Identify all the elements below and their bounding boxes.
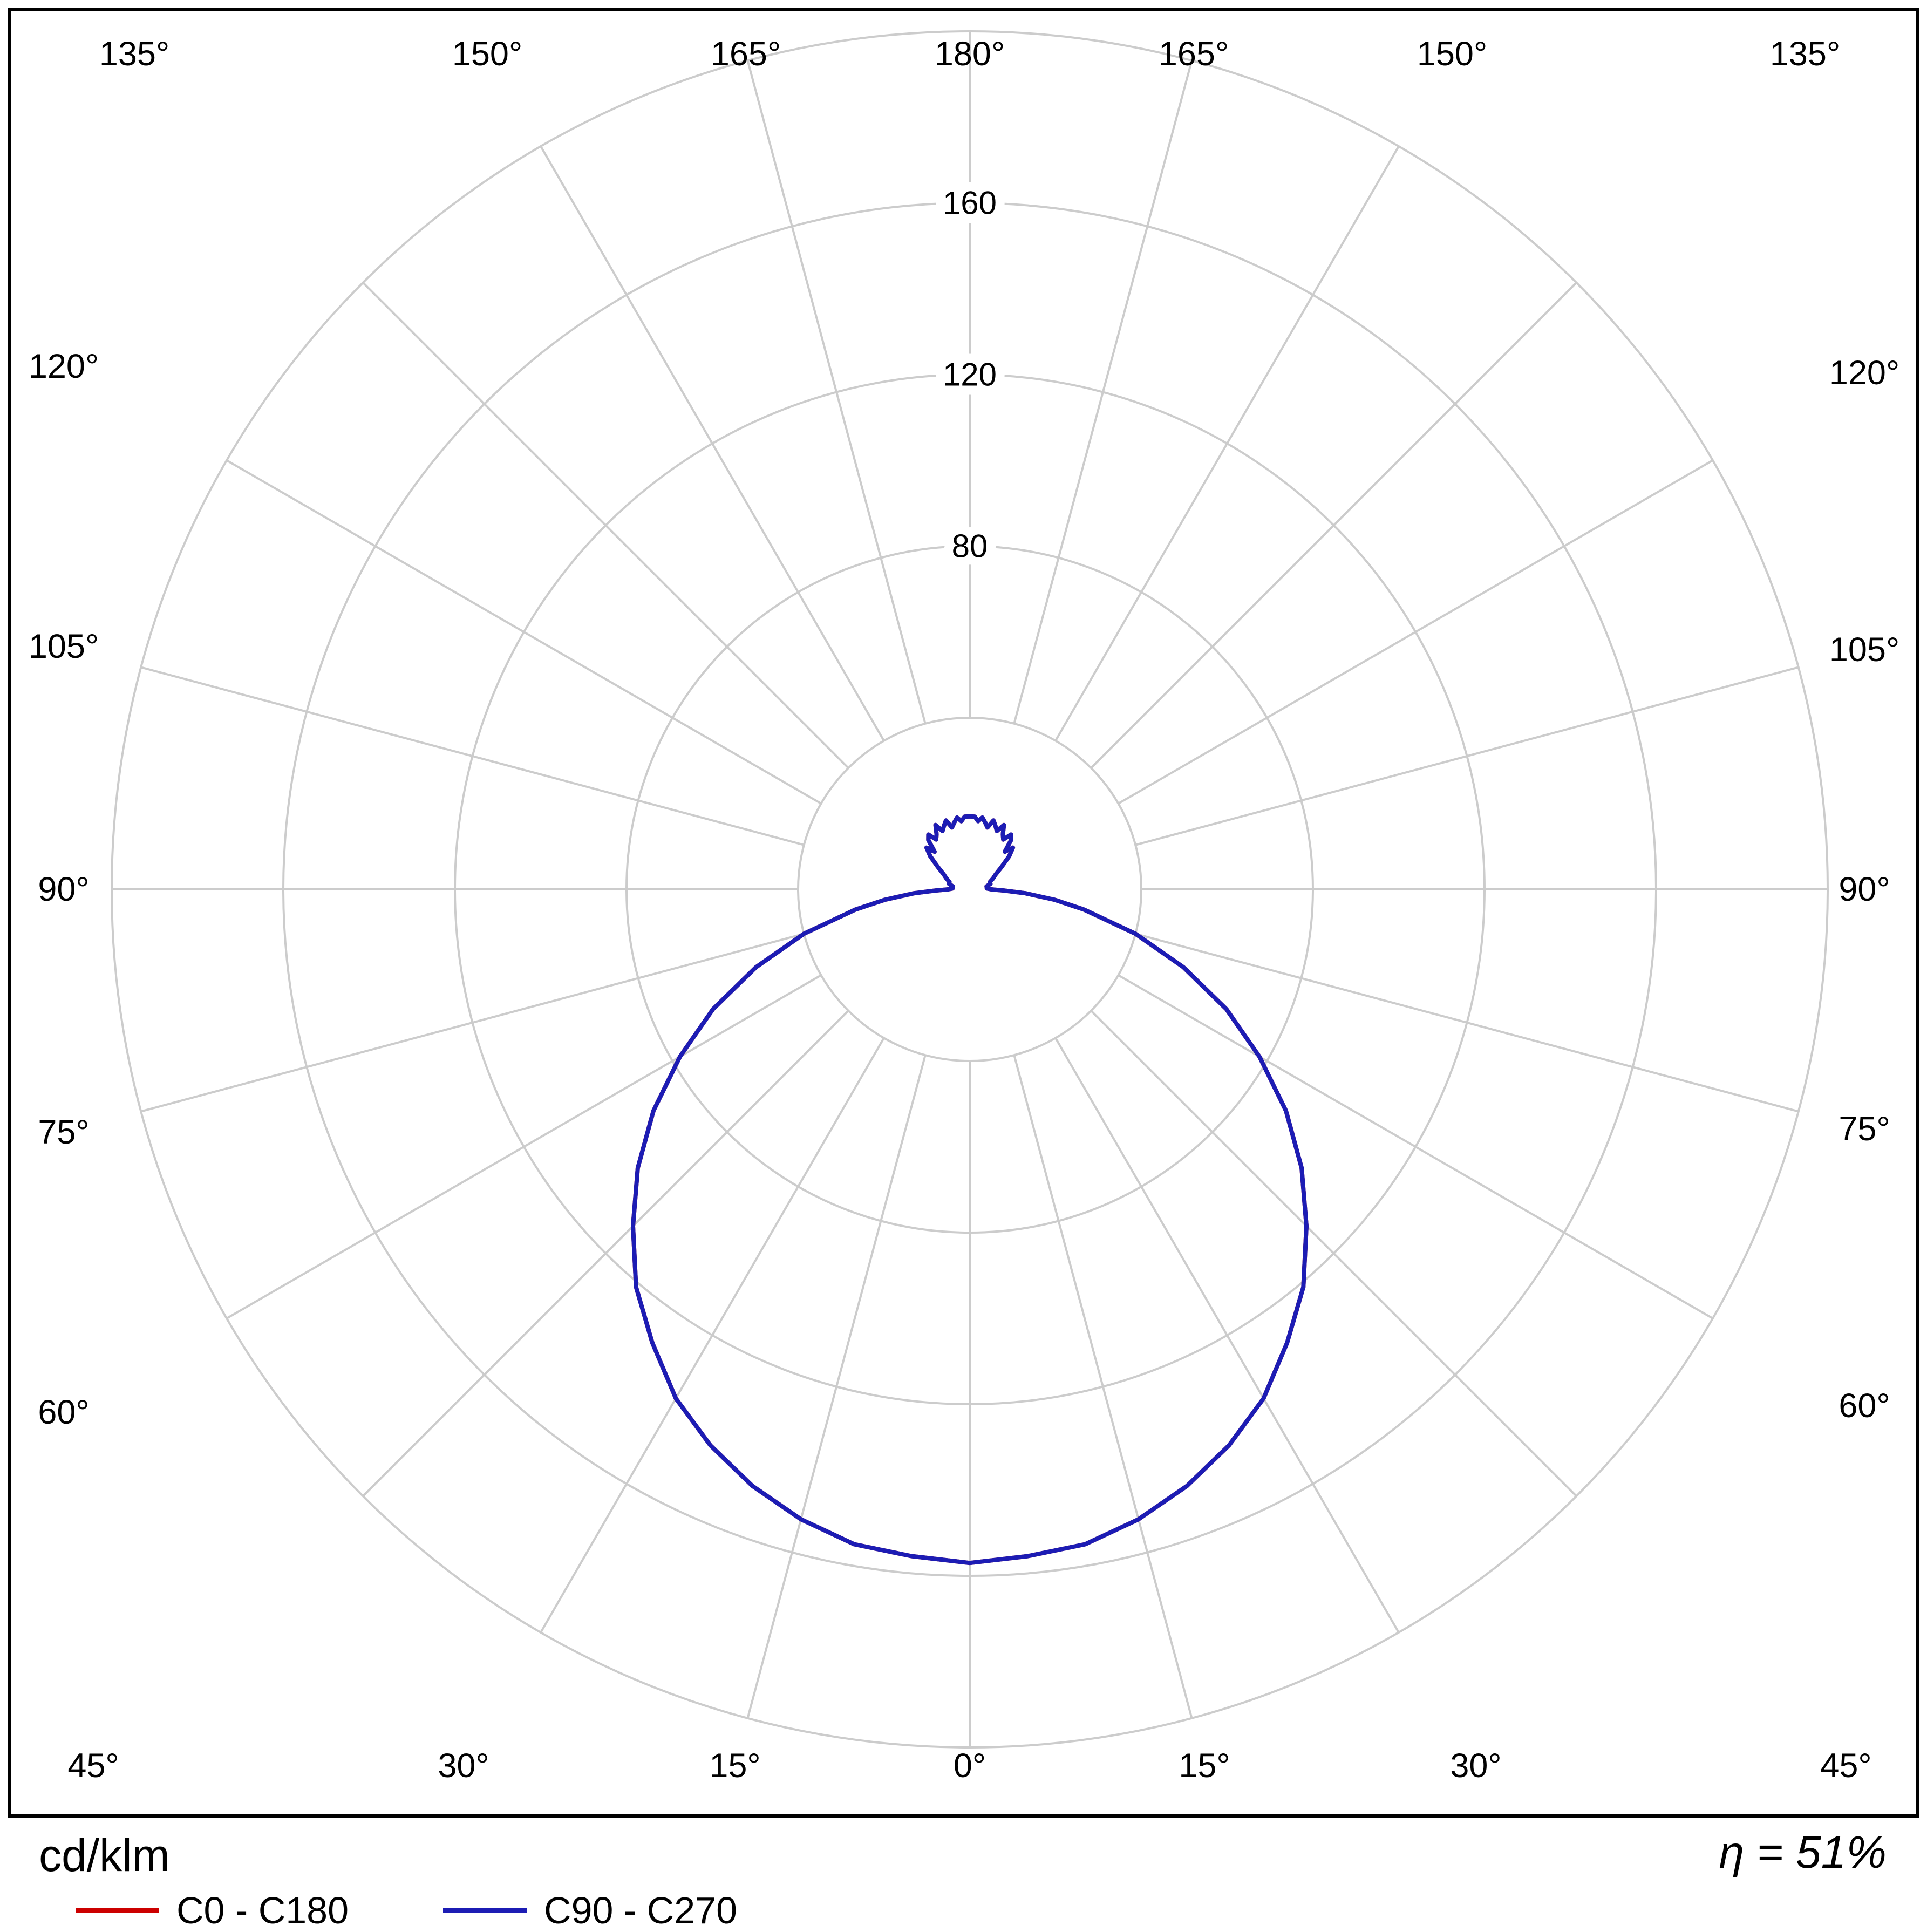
unit-label: cd/klm [39,1830,170,1881]
radial-tick-label: 160 [943,185,997,221]
grid-spoke [362,1010,849,1497]
angle-label: 150° [452,35,522,73]
angle-label: 120° [29,348,99,385]
grid-spoke [746,1055,927,1719]
grid-spoke [1054,1037,1400,1633]
angle-label: 150° [1417,35,1487,73]
grid-spoke [1013,60,1193,724]
legend-label-c90-c270: C90 - C270 [544,1889,738,1931]
angle-label: 45° [67,1747,119,1785]
grid-spoke [1135,933,1799,1113]
angle-label: 180° [935,35,1005,73]
grid-spoke [226,459,822,805]
legend: C0 - C180 C90 - C270 [76,1889,737,1932]
angle-label: 15° [1179,1747,1230,1785]
grid-spoke [746,60,927,724]
angle-label: 30° [438,1747,489,1785]
grid-spoke [140,666,805,846]
angle-label: 120° [1829,354,1899,392]
angle-label: 0° [954,1747,986,1785]
angle-label: 60° [1839,1387,1890,1425]
legend-item-c90-c270: C90 - C270 [443,1889,737,1932]
angle-label: 45° [1820,1747,1871,1785]
grid-circle [797,717,1142,1062]
grid-spoke [540,146,885,741]
angle-label: 165° [1159,35,1229,73]
c90-c270-line-swatch [443,1908,527,1913]
angle-label: 165° [711,35,781,73]
angle-label: 105° [29,628,99,665]
series-c90-c270 [631,814,1309,1566]
grid-spoke [1013,1055,1193,1719]
angle-label: 30° [1450,1747,1501,1785]
angle-label: 75° [1839,1110,1890,1148]
angle-label: 90° [1839,870,1890,908]
grid-spoke [1054,146,1400,741]
plot-border [8,8,1919,1818]
radial-tick-label: 80 [952,528,988,564]
efficiency-text: η = 51% [1719,1827,1887,1877]
grid-spoke [1118,974,1713,1319]
angle-label: 135° [99,35,169,73]
grid-spoke [1090,282,1577,769]
c0-c180-line-swatch [76,1908,159,1913]
efficiency-value: η = 51% [1719,1826,1887,1879]
radial-tick-label: 120 [943,357,997,393]
angle-label: 15° [709,1747,760,1785]
angle-label: 135° [1770,35,1840,73]
angle-label: 90° [38,870,89,908]
angle-label: 75° [38,1113,89,1151]
angle-label: 60° [38,1393,89,1431]
grid-spoke [1118,459,1713,805]
grid-spoke [140,933,805,1113]
legend-item-c0-c180: C0 - C180 [76,1889,349,1932]
grid-spoke [362,282,849,769]
grid-spoke [1135,666,1799,846]
grid-spoke [1090,1010,1577,1497]
grid-spoke [540,1037,885,1633]
angle-label: 105° [1829,631,1899,669]
legend-label-c0-c180: C0 - C180 [176,1889,349,1931]
grid-spoke [226,974,822,1319]
